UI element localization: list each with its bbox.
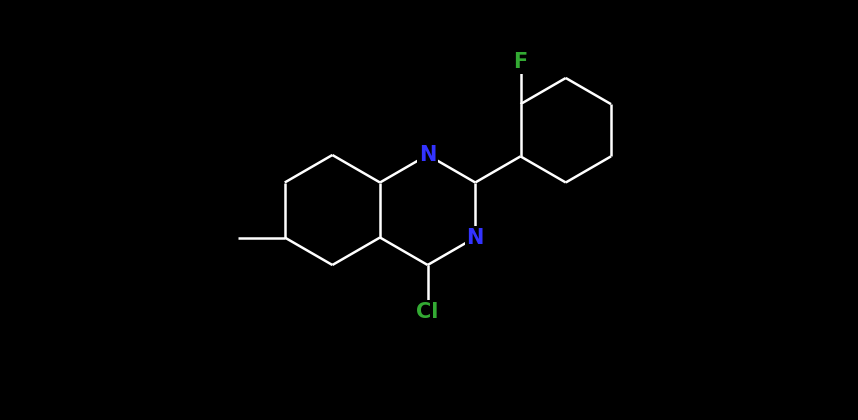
Text: N: N <box>467 228 484 247</box>
Text: F: F <box>513 52 528 72</box>
Text: N: N <box>419 145 437 165</box>
Text: Cl: Cl <box>416 302 438 322</box>
